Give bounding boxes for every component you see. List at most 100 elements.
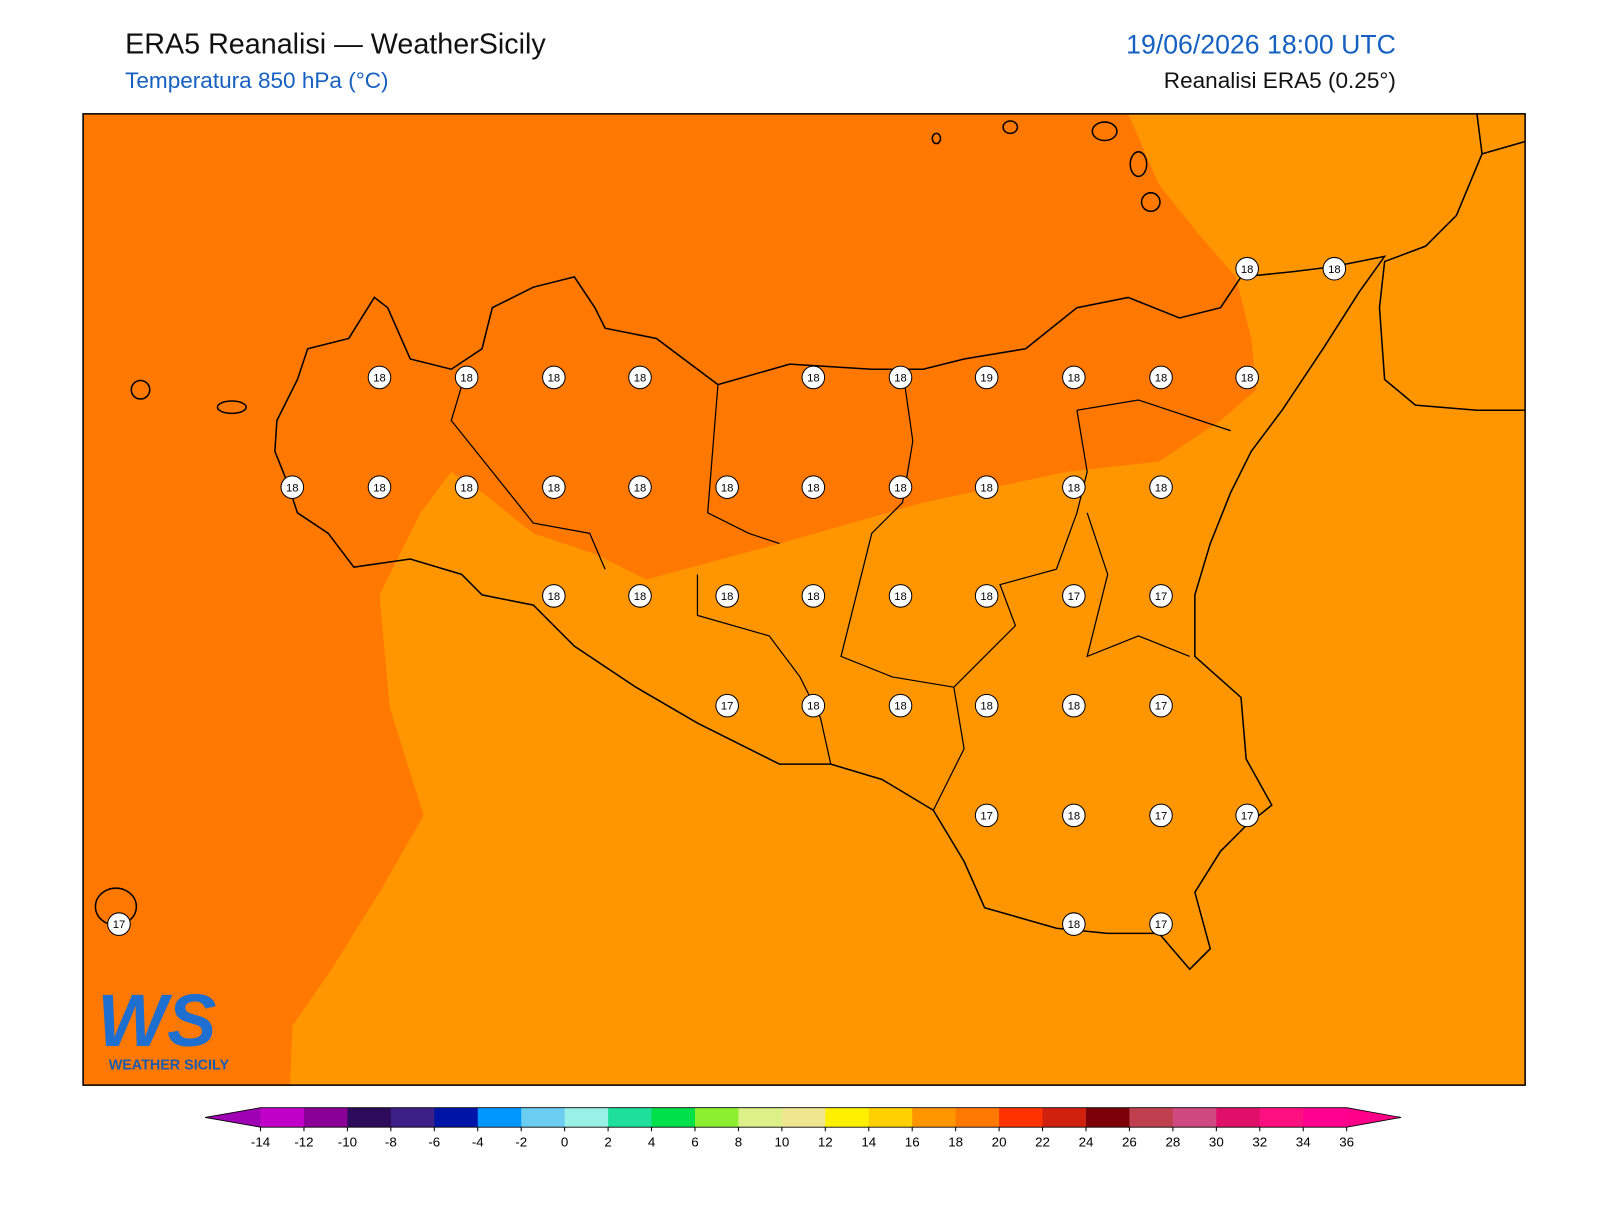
station-label: 18: [634, 482, 647, 494]
station-marker: [1322, 256, 1347, 281]
station-marker: [888, 693, 913, 718]
date: 19/06/2026 18:00 UTC: [1126, 29, 1396, 59]
map-frame: [82, 113, 1526, 1086]
station-label: 17: [1155, 919, 1168, 931]
stations: 18 18 18 18 18 18 19 18 18 18 18 18 18 18 18 18 18 18 18 18…: [107, 256, 1347, 936]
colorbar-tick-label: 24: [1079, 1135, 1094, 1150]
colorbar-bin: [825, 1107, 870, 1128]
colorbar-bin: [564, 1107, 609, 1128]
station-label: 17: [113, 919, 126, 931]
calabria-coast: [1378, 113, 1526, 412]
station-label: 19: [980, 373, 993, 385]
station-marker: [1062, 365, 1086, 390]
station-marker: [1062, 803, 1086, 828]
title: ERA5 Reanalisi — WeatherSicily: [125, 28, 546, 60]
colorbar-bin: [1303, 1107, 1348, 1128]
station-marker: [1062, 912, 1086, 936]
station-label: 18: [548, 591, 561, 603]
colorbar-bin: [303, 1107, 348, 1128]
station-marker: [1062, 693, 1086, 718]
station-marker: [628, 584, 652, 608]
station-marker: [280, 475, 305, 499]
colorbar-bin: [1172, 1107, 1217, 1128]
colorbar-bin: [781, 1107, 826, 1128]
colorbar-bin: [390, 1107, 435, 1128]
station-label: 18: [980, 482, 993, 494]
station-marker: [1235, 256, 1259, 281]
colorbar-tick-label: -10: [338, 1135, 357, 1150]
colorbar-bin: [912, 1107, 957, 1128]
colorbar-bin: [651, 1107, 696, 1128]
station-marker: [107, 912, 131, 936]
station-marker: [542, 475, 566, 499]
station-label: 18: [1068, 701, 1081, 713]
colorbar-tick-label: 4: [648, 1135, 656, 1150]
colorbar-tick-label: -12: [294, 1135, 313, 1150]
colorbar-tick-label: 14: [861, 1135, 876, 1150]
station-marker: [974, 803, 999, 828]
station-marker: [974, 693, 999, 718]
station-label: 17: [1155, 591, 1168, 603]
station-marker: [1149, 912, 1173, 936]
station-marker: [888, 475, 913, 499]
colorbar-tick-label: -2: [515, 1135, 527, 1150]
station-label: 18: [894, 591, 907, 603]
station-label: 18: [721, 591, 734, 603]
colorbar-bin: [477, 1107, 522, 1128]
station-label: 18: [373, 482, 386, 494]
station-marker: [1062, 584, 1086, 608]
station-marker: [1235, 803, 1259, 828]
colorbar-over: [1346, 1107, 1402, 1128]
map: 18 18 18 18 18 18 19 18 18 18 18 18 18 18 18 18 18 18 18 18…: [82, 113, 1526, 1086]
colorbar-bin: [694, 1107, 739, 1128]
station-marker: [542, 584, 566, 608]
colorbar-tick-label: 32: [1252, 1135, 1267, 1150]
station-label: 18: [1068, 482, 1081, 494]
station-marker: [1149, 693, 1173, 718]
station-marker: [715, 475, 739, 499]
logo: WS WEATHER SICILY: [97, 979, 229, 1074]
colorbar-under: [205, 1107, 261, 1128]
colorbar-bin: [1216, 1107, 1261, 1128]
colorbar-bin: [868, 1107, 913, 1128]
colorbar-tick-label: 20: [992, 1135, 1007, 1150]
station-marker: [1149, 365, 1173, 390]
station-label: 18: [1068, 373, 1081, 385]
station-label: 18: [980, 591, 993, 603]
colorbar-bin: [434, 1107, 479, 1128]
station-label: 17: [1068, 591, 1081, 603]
station-marker: [454, 365, 479, 390]
station-marker: [628, 365, 652, 390]
station-label: 17: [1241, 810, 1254, 822]
station-marker: [974, 475, 999, 499]
station-marker: [1235, 365, 1259, 390]
station-label: 18: [1328, 264, 1341, 276]
colorbar-tick-label: 6: [691, 1135, 698, 1150]
colorbar-bin: [1129, 1107, 1174, 1128]
station-marker: [715, 693, 739, 718]
colorbar-bin: [347, 1107, 392, 1128]
station-label: 18: [634, 373, 647, 385]
colorbar-tick-label: 34: [1296, 1135, 1311, 1150]
colorbar-bin: [260, 1107, 305, 1128]
subtitle: Temperatura 850 hPa (°C): [125, 68, 388, 93]
station-marker: [628, 475, 652, 499]
colorbar-tick-label: 8: [735, 1135, 742, 1150]
station-label: 18: [460, 373, 473, 385]
station-marker: [801, 584, 826, 608]
colorbar-tick-label: -4: [472, 1135, 484, 1150]
station-label: 18: [1068, 919, 1081, 931]
colorbar-bin: [1085, 1107, 1130, 1128]
colorbar-tick-label: -8: [385, 1135, 397, 1150]
colorbar-bin: [999, 1107, 1044, 1128]
station-marker: [715, 584, 739, 608]
station-label: 18: [807, 591, 820, 603]
station-label: 18: [807, 701, 820, 713]
station-label: 17: [721, 701, 734, 713]
province-borders: [450, 369, 1231, 811]
colorbar-bin: [738, 1107, 783, 1128]
station-label: 18: [1241, 373, 1254, 385]
station-marker: [367, 365, 392, 390]
station-label: 18: [548, 373, 561, 385]
